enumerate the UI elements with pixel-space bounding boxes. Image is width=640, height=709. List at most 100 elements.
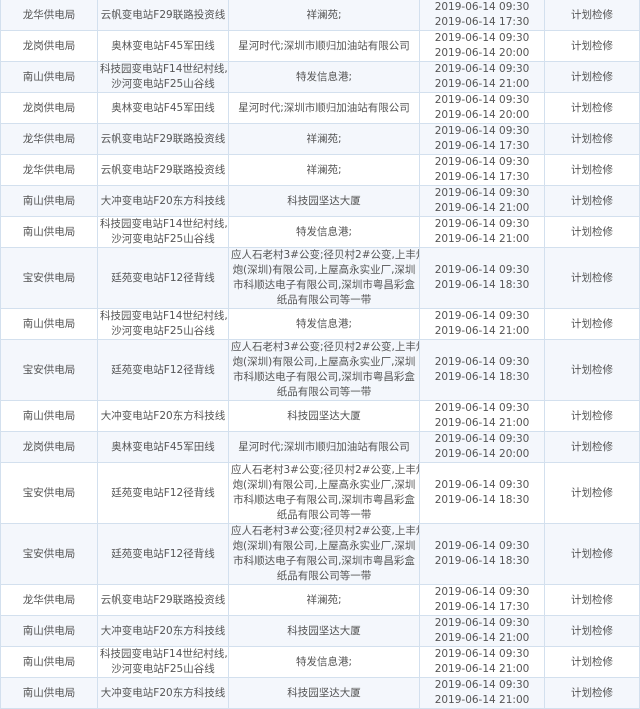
outage-area-text: 特发信息港;: [295, 655, 353, 668]
feeder-line-cell: 大冲变电站F20东方科技线: [97, 677, 229, 709]
feeder-line-cell: 大冲变电站F20东方科技线: [97, 615, 229, 647]
outage-area-text: 星河时代;深圳市顺归加油站有限公司: [238, 440, 410, 453]
table-row: 南山供电局 大冲变电站F20东方科技线 科技园坚达大厦 2019-06-14 09:3…: [0, 677, 640, 709]
outage-time-text: 2019-06-14 21:00: [434, 78, 530, 90]
table-row: 南山供电局 大冲变电站F20东方科技线 科技园坚达大厦 2019-06-14 09:3…: [0, 185, 640, 217]
power-bureau-cell: 龙华供电局: [0, 154, 98, 186]
power-bureau-text: 龙华供电局: [22, 8, 76, 21]
outage-area-text: 祥澜苑;: [306, 593, 342, 606]
power-bureau-cell: 南山供电局: [0, 216, 98, 248]
outage-type-text: 计划检修: [571, 409, 613, 422]
outage-type-text: 计划检修: [571, 8, 613, 21]
outage-time-cell: 2019-06-14 09:30 2019-06-14 21:00: [419, 185, 545, 217]
outage-time-text: 2019-06-14 21:00: [434, 694, 530, 706]
power-bureau-cell: 宝安供电局: [0, 339, 98, 401]
outage-time-text: 2019-06-14 09:30: [434, 264, 530, 276]
outage-area-text: 市科顺达电子有限公司,深圳市粤昌彩盒: [233, 494, 415, 506]
outage-time-text: 2019-06-14 09:30: [434, 218, 530, 230]
power-bureau-text: 南山供电局: [22, 655, 76, 668]
outage-type-cell: 计划检修: [544, 308, 640, 340]
feeder-line-text: 大冲变电站F20东方科技线: [100, 686, 226, 699]
outage-time-text: 2019-06-14 09:30: [434, 187, 530, 199]
outage-area-cell: 特发信息港;: [228, 216, 420, 248]
feeder-line-cell: 奥林变电站F45军田线: [97, 30, 229, 62]
outage-area-text: 星河时代;深圳市顺归加油站有限公司: [238, 101, 410, 114]
outage-area-cell: 科技园坚达大厦: [228, 677, 420, 709]
outage-time-text: 2019-06-14 09:30: [434, 125, 530, 137]
feeder-line-cell: 廷苑变电站F12径背线: [97, 462, 229, 524]
feeder-line-text: 云帆变电站F29联路投资线: [100, 132, 226, 145]
table-row: 龙华供电局 云帆变电站F29联路投资线 祥澜苑; 2019-06-14 09:30 20…: [0, 584, 640, 616]
table-row: 龙岗供电局 奥林变电站F45军田线 星河时代;深圳市顺归加油站有限公司 2019-06…: [0, 30, 640, 62]
feeder-line-cell: 科技园变电站F14世纪村线, 沙河变电站F25山谷线: [97, 646, 229, 678]
feeder-line-text: 奥林变电站F45军田线: [111, 440, 215, 453]
power-bureau-text: 宝安供电局: [22, 486, 76, 499]
outage-time-text: 2019-06-14 09:30: [434, 94, 530, 106]
feeder-line-text: 沙河变电站F25山谷线: [111, 325, 215, 337]
outage-type-cell: 计划检修: [544, 30, 640, 62]
outage-time-text: 2019-06-14 20:00: [434, 109, 530, 121]
outage-time-text: 2019-06-14 09:30: [434, 356, 530, 368]
table-row: 宝安供电局 廷苑变电站F12径背线 应人石老村3#公变;径贝村2#公变,上丰灯 炮(深…: [0, 523, 640, 585]
power-bureau-cell: 宝安供电局: [0, 523, 98, 585]
outage-time-cell: 2019-06-14 09:30 2019-06-14 21:00: [419, 677, 545, 709]
outage-area-text: 科技园坚达大厦: [287, 409, 361, 422]
power-bureau-cell: 宝安供电局: [0, 247, 98, 309]
outage-area-text: 炮(深圳)有限公司,上屋高永实业厂,深圳: [232, 264, 416, 276]
power-bureau-cell: 南山供电局: [0, 61, 98, 93]
outage-area-text: 特发信息港;: [295, 225, 353, 238]
outage-area-cell: 特发信息港;: [228, 61, 420, 93]
power-bureau-cell: 宝安供电局: [0, 462, 98, 524]
outage-type-text: 计划检修: [571, 547, 613, 560]
outage-area-text: 市科顺达电子有限公司,深圳市粤昌彩盒: [233, 279, 415, 291]
feeder-line-cell: 云帆变电站F29联路投资线: [97, 584, 229, 616]
outage-type-cell: 计划检修: [544, 400, 640, 432]
table-row: 宝安供电局 廷苑变电站F12径背线 应人石老村3#公变;径贝村2#公变,上丰灯 炮(深…: [0, 339, 640, 401]
table-row: 宝安供电局 廷苑变电站F12径背线 应人石老村3#公变;径贝村2#公变,上丰灯 炮(深…: [0, 247, 640, 309]
feeder-line-cell: 奥林变电站F45军田线: [97, 431, 229, 463]
power-bureau-cell: 南山供电局: [0, 400, 98, 432]
table-row: 南山供电局 科技园变电站F14世纪村线, 沙河变电站F25山谷线 特发信息港; 2019…: [0, 61, 640, 93]
outage-type-cell: 计划检修: [544, 677, 640, 709]
feeder-line-cell: 大冲变电站F20东方科技线: [97, 185, 229, 217]
outage-type-text: 计划检修: [571, 70, 613, 83]
feeder-line-cell: 云帆变电站F29联路投资线: [97, 0, 229, 31]
outage-type-text: 计划检修: [571, 486, 613, 499]
outage-time-text: 2019-06-14 09:30: [434, 63, 530, 75]
outage-area-cell: 科技园坚达大厦: [228, 185, 420, 217]
feeder-line-text: 云帆变电站F29联路投资线: [100, 593, 226, 606]
feeder-line-cell: 云帆变电站F29联路投资线: [97, 123, 229, 155]
outage-area-text: 祥澜苑;: [306, 132, 342, 145]
power-bureau-cell: 龙岗供电局: [0, 431, 98, 463]
power-bureau-text: 宝安供电局: [22, 547, 76, 560]
table-row: 南山供电局 大冲变电站F20东方科技线 科技园坚达大厦 2019-06-14 09:3…: [0, 615, 640, 647]
feeder-line-text: 廷苑变电站F12径背线: [111, 363, 215, 376]
table-row: 龙华供电局 云帆变电站F29联路投资线 祥澜苑; 2019-06-14 09:30 20…: [0, 0, 640, 31]
outage-time-text: 2019-06-14 09:30: [434, 679, 530, 691]
power-bureau-cell: 南山供电局: [0, 308, 98, 340]
feeder-line-cell: 科技园变电站F14世纪村线, 沙河变电站F25山谷线: [97, 308, 229, 340]
outage-type-cell: 计划检修: [544, 185, 640, 217]
power-bureau-cell: 南山供电局: [0, 185, 98, 217]
outage-time-text: 2019-06-14 21:00: [434, 202, 530, 214]
outage-type-text: 计划检修: [571, 686, 613, 699]
power-bureau-text: 南山供电局: [22, 317, 76, 330]
power-bureau-text: 宝安供电局: [22, 271, 76, 284]
outage-type-cell: 计划检修: [544, 216, 640, 248]
outage-time-cell: 2019-06-14 09:30 2019-06-14 20:00: [419, 30, 545, 62]
outage-area-text: 纸品有限公司等一带: [276, 509, 372, 521]
outage-area-cell: 祥澜苑;: [228, 584, 420, 616]
feeder-line-text: 沙河变电站F25山谷线: [111, 663, 215, 675]
outage-area-text: 祥澜苑;: [306, 8, 342, 21]
outage-time-cell: 2019-06-14 09:30 2019-06-14 18:30: [419, 339, 545, 401]
feeder-line-cell: 奥林变电站F45军田线: [97, 92, 229, 124]
table-row: 南山供电局 科技园变电站F14世纪村线, 沙河变电站F25山谷线 特发信息港; 2019…: [0, 646, 640, 678]
outage-type-cell: 计划检修: [544, 584, 640, 616]
outage-type-cell: 计划检修: [544, 615, 640, 647]
outage-time-cell: 2019-06-14 09:30 2019-06-14 17:30: [419, 584, 545, 616]
outage-time-text: 2019-06-14 09:30: [434, 310, 530, 322]
feeder-line-text: 沙河变电站F25山谷线: [111, 233, 215, 245]
outage-type-text: 计划检修: [571, 363, 613, 376]
table-row: 南山供电局 科技园变电站F14世纪村线, 沙河变电站F25山谷线 特发信息港; 2019…: [0, 216, 640, 248]
